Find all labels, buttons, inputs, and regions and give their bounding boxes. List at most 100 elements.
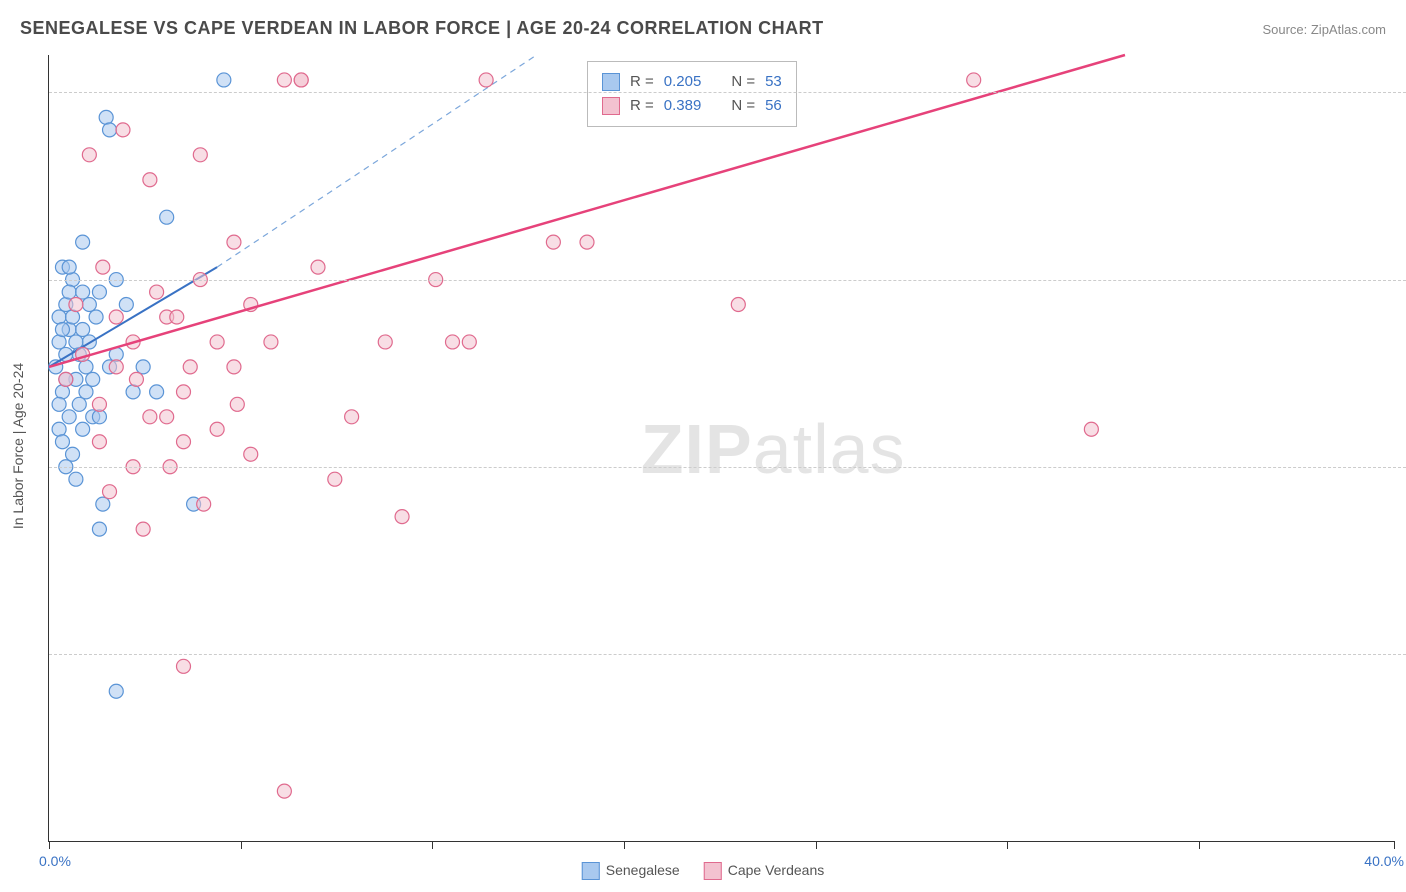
data-point xyxy=(76,285,90,299)
data-point xyxy=(546,235,560,249)
data-point xyxy=(264,335,278,349)
data-point xyxy=(345,410,359,424)
legend-label: Senegalese xyxy=(606,862,680,878)
data-point xyxy=(183,360,197,374)
data-point xyxy=(55,385,69,399)
x-tick xyxy=(1199,841,1200,849)
chart-svg xyxy=(49,55,1394,841)
x-tick xyxy=(1394,841,1395,849)
data-point xyxy=(55,322,69,336)
data-point xyxy=(227,360,241,374)
data-point xyxy=(210,335,224,349)
data-point xyxy=(76,422,90,436)
legend-label: Cape Verdeans xyxy=(728,862,825,878)
data-point xyxy=(967,73,981,87)
stat-n-label: N = xyxy=(731,94,755,118)
legend-swatch xyxy=(704,862,722,880)
data-point xyxy=(59,372,73,386)
data-point xyxy=(76,235,90,249)
data-point xyxy=(395,510,409,524)
data-point xyxy=(150,285,164,299)
data-point xyxy=(193,148,207,162)
data-point xyxy=(160,210,174,224)
stat-r-label: R = xyxy=(630,70,654,94)
data-point xyxy=(86,372,100,386)
data-point xyxy=(52,422,66,436)
legend-swatch xyxy=(602,73,620,91)
data-point xyxy=(96,497,110,511)
data-point xyxy=(109,310,123,324)
data-point xyxy=(62,410,76,424)
data-point xyxy=(55,435,69,449)
data-point xyxy=(150,385,164,399)
data-point xyxy=(177,435,191,449)
data-point xyxy=(96,260,110,274)
data-point xyxy=(92,397,106,411)
data-point xyxy=(69,335,83,349)
data-point xyxy=(79,385,93,399)
data-point xyxy=(230,397,244,411)
data-point xyxy=(92,285,106,299)
bottom-legend: Senegalese Cape Verdeans xyxy=(582,862,824,880)
data-point xyxy=(69,472,83,486)
data-point xyxy=(197,497,211,511)
data-point xyxy=(92,522,106,536)
x-tick xyxy=(49,841,50,849)
data-point xyxy=(126,385,140,399)
x-tick xyxy=(241,841,242,849)
stat-row: R =0.205N =53 xyxy=(602,70,782,94)
x-tick xyxy=(432,841,433,849)
stat-r-value: 0.389 xyxy=(664,94,702,118)
data-point xyxy=(82,148,96,162)
data-point xyxy=(227,235,241,249)
data-point xyxy=(462,335,476,349)
data-point xyxy=(277,73,291,87)
legend-item: Cape Verdeans xyxy=(704,862,825,880)
data-point xyxy=(79,360,93,374)
data-point xyxy=(217,73,231,87)
legend-item: Senegalese xyxy=(582,862,680,880)
data-point xyxy=(52,397,66,411)
data-point xyxy=(136,360,150,374)
data-point xyxy=(170,310,184,324)
data-point xyxy=(143,410,157,424)
gridline xyxy=(49,92,1406,93)
data-point xyxy=(66,310,80,324)
stat-n-value: 53 xyxy=(765,70,782,94)
gridline xyxy=(49,280,1406,281)
x-tick xyxy=(624,841,625,849)
data-point xyxy=(446,335,460,349)
data-point xyxy=(129,372,143,386)
data-point xyxy=(82,298,96,312)
x-tick-last: 40.0% xyxy=(1364,853,1404,869)
data-point xyxy=(52,335,66,349)
data-point xyxy=(1084,422,1098,436)
data-point xyxy=(277,784,291,798)
legend-swatch xyxy=(582,862,600,880)
stat-box: R =0.205N =53R =0.389N =56 xyxy=(587,61,797,127)
data-point xyxy=(731,298,745,312)
data-point xyxy=(109,684,123,698)
data-point xyxy=(119,298,133,312)
data-point xyxy=(328,472,342,486)
data-point xyxy=(89,310,103,324)
data-point xyxy=(136,522,150,536)
source-label: Source: ZipAtlas.com xyxy=(1262,22,1386,37)
x-tick-first: 0.0% xyxy=(39,853,71,869)
data-point xyxy=(116,123,130,137)
stat-n-label: N = xyxy=(731,70,755,94)
data-point xyxy=(378,335,392,349)
stat-row: R =0.389N =56 xyxy=(602,94,782,118)
gridline xyxy=(49,467,1406,468)
data-point xyxy=(72,397,86,411)
data-point xyxy=(62,285,76,299)
data-point xyxy=(580,235,594,249)
plot-area: ZIPatlas R =0.205N =53R =0.389N =56 0.0%… xyxy=(48,55,1394,842)
data-point xyxy=(143,173,157,187)
data-point xyxy=(76,322,90,336)
data-point xyxy=(177,659,191,673)
data-point xyxy=(99,110,113,124)
legend-swatch xyxy=(602,97,620,115)
data-point xyxy=(210,422,224,436)
data-point xyxy=(109,360,123,374)
